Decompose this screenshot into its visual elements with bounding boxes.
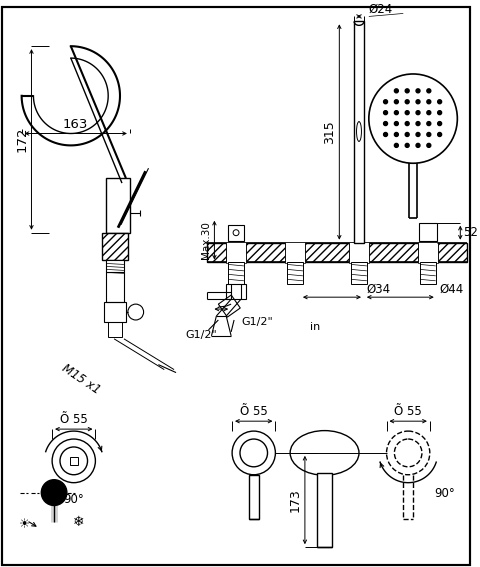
Circle shape (427, 133, 431, 137)
Circle shape (395, 111, 398, 115)
Text: 172: 172 (15, 126, 28, 152)
Text: Õ 55: Õ 55 (60, 413, 88, 426)
Bar (419, 223, 437, 240)
Circle shape (384, 133, 387, 137)
Text: G1/2": G1/2" (186, 330, 217, 340)
Circle shape (384, 100, 387, 104)
Text: 315: 315 (324, 120, 336, 144)
Circle shape (416, 143, 420, 147)
Bar (418, 242, 438, 264)
Bar (226, 242, 246, 264)
Text: G1/2": G1/2" (242, 317, 274, 327)
Ellipse shape (290, 430, 359, 475)
Circle shape (427, 89, 431, 93)
Circle shape (416, 111, 420, 115)
Circle shape (416, 89, 420, 93)
Circle shape (405, 89, 409, 93)
Text: Õ 55: Õ 55 (240, 405, 268, 418)
Circle shape (41, 480, 67, 506)
Bar (106, 260, 124, 272)
Circle shape (438, 111, 442, 115)
Circle shape (416, 121, 420, 125)
Circle shape (427, 111, 431, 115)
Circle shape (438, 121, 442, 125)
Bar (287, 263, 303, 284)
Text: ❄: ❄ (73, 515, 84, 530)
Bar (354, 22, 364, 243)
Circle shape (395, 133, 398, 137)
Circle shape (405, 111, 409, 115)
Text: 52: 52 (463, 226, 478, 239)
Text: in: in (310, 322, 320, 332)
Text: Max.30: Max.30 (202, 221, 212, 259)
Circle shape (416, 100, 420, 104)
Circle shape (384, 111, 387, 115)
Bar (218, 295, 240, 317)
Bar (349, 242, 369, 264)
Text: Ø24: Ø24 (369, 2, 393, 15)
Circle shape (405, 100, 409, 104)
Circle shape (416, 133, 420, 137)
Circle shape (427, 100, 431, 104)
Circle shape (438, 100, 442, 104)
Bar (106, 178, 130, 232)
Bar (317, 473, 333, 547)
Bar (285, 242, 305, 264)
Text: ☀: ☀ (19, 518, 30, 531)
Circle shape (427, 121, 431, 125)
Bar (108, 322, 122, 337)
Bar (228, 263, 244, 284)
Circle shape (369, 74, 457, 163)
Text: M15 x1: M15 x1 (59, 362, 102, 397)
Circle shape (405, 121, 409, 125)
Circle shape (384, 121, 387, 125)
Text: 163: 163 (63, 117, 88, 130)
Bar (104, 302, 126, 322)
Bar (102, 232, 128, 260)
Text: 90°: 90° (435, 486, 456, 500)
Circle shape (405, 133, 409, 137)
Circle shape (395, 143, 398, 147)
Bar (249, 475, 259, 519)
Text: 173: 173 (289, 488, 302, 512)
Bar (226, 284, 246, 299)
Circle shape (395, 89, 398, 93)
Circle shape (395, 121, 398, 125)
Bar (70, 457, 78, 465)
Text: Ø44: Ø44 (440, 283, 464, 296)
Circle shape (427, 143, 431, 147)
Bar (351, 263, 367, 284)
Circle shape (395, 100, 398, 104)
Bar (206, 243, 467, 263)
Bar (106, 272, 124, 302)
Circle shape (405, 143, 409, 147)
Bar (228, 225, 244, 240)
Bar (420, 263, 436, 284)
Text: Ø34: Ø34 (367, 283, 391, 296)
Circle shape (438, 133, 442, 137)
Text: 90°: 90° (63, 493, 84, 506)
Text: Õ 55: Õ 55 (394, 405, 422, 418)
